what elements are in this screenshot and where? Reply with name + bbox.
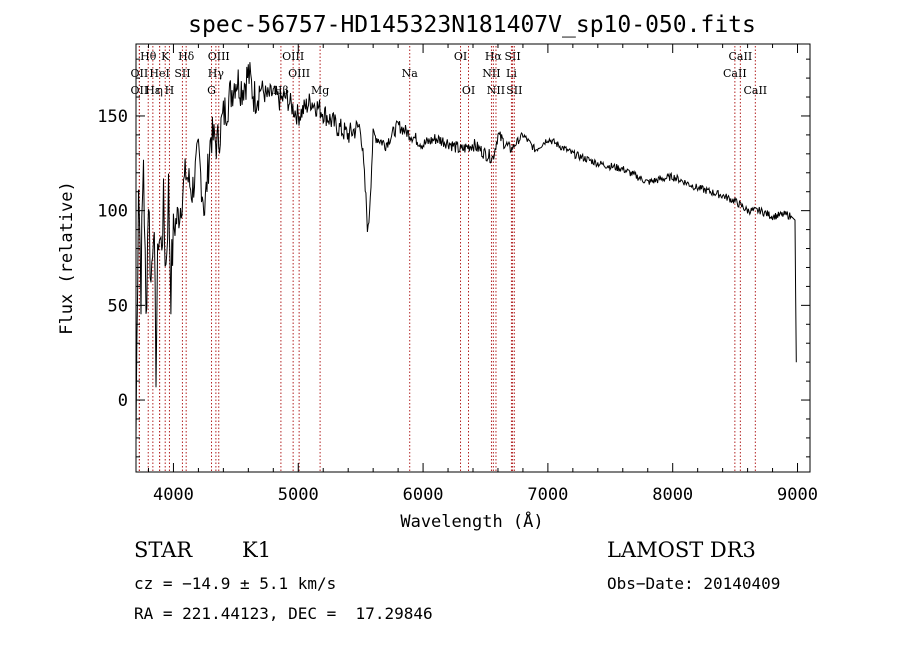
spectral-line-label: CaII — [729, 50, 753, 63]
object-class: STAR — [134, 538, 193, 562]
chart-title: spec-56757-HD145323N181407V_sp10-050.fit… — [188, 12, 756, 38]
redshift-cz: cz = −14.9 ± 5.1 km/s — [134, 574, 337, 593]
spectral-line-label: Na — [402, 67, 419, 80]
spectral-line-label: CaII — [723, 67, 747, 80]
spectral-line-label: H — [165, 84, 175, 97]
spectral-line-label: CaII — [743, 84, 767, 97]
x-tick-label: 5000 — [278, 485, 319, 505]
y-tick-label: 100 — [97, 202, 128, 222]
spectral-line-label: OIII — [208, 50, 230, 63]
spectral-line-label: η — [156, 84, 163, 97]
spectral-line-label: OII — [131, 84, 149, 97]
observation-date: Obs−Date: 20140409 — [607, 574, 781, 593]
y-tick-label: 150 — [97, 107, 128, 127]
x-tick-label: 9000 — [777, 485, 818, 505]
spectral-line-label: OIII — [282, 50, 304, 63]
object-subclass: K1 — [242, 538, 272, 562]
x-tick-label: 7000 — [527, 485, 568, 505]
x-tick-label: 4000 — [153, 485, 194, 505]
spectral-line-label: K — [161, 50, 170, 63]
spectral-line-label: Hε — [145, 84, 161, 97]
spectral-line-label: Hα — [485, 50, 503, 63]
y-tick-label: 50 — [108, 296, 128, 316]
y-tick-label: 0 — [118, 391, 128, 411]
spectrum-chart: spec-56757-HD145323N181407V_sp10-050.fit… — [57, 12, 818, 532]
x-tick-label: 6000 — [403, 485, 444, 505]
spectral-line-label: OI — [454, 50, 467, 63]
spectral-line-label: OIII — [288, 67, 310, 80]
spectral-line-label: NII — [487, 84, 505, 97]
spectral-line-label: Hθ — [140, 50, 157, 63]
spectral-line-label: SII — [174, 67, 190, 80]
x-axis-label: Wavelength (Å) — [400, 510, 543, 532]
y-axis-label: Flux (relative) — [57, 181, 77, 335]
spectral-line-label: HeI — [149, 67, 169, 80]
spectral-line-label: OII — [131, 67, 149, 80]
spectrum-series — [135, 62, 797, 439]
x-tick-label: 8000 — [652, 485, 693, 505]
spectral-line-label: Mg — [311, 84, 329, 97]
survey-name: LAMOST DR3 — [607, 538, 756, 562]
spectral-line-label: OI — [462, 84, 475, 97]
spectrum-line — [135, 62, 797, 439]
coordinates: RA = 221.44123, DEC = 17.29846 — [134, 604, 433, 623]
spectral-line-label: Li — [506, 67, 517, 80]
spectral-line-label: Hγ — [208, 67, 225, 80]
spectral-line-label: SII — [504, 50, 520, 63]
spectral-line-label: G — [207, 84, 216, 97]
x-axis: 4000 5000 6000 7000 8000 9000 — [147, 44, 818, 505]
spectral-line-label: SII — [506, 84, 522, 97]
spectral-line-label: NII — [482, 67, 500, 80]
spectral-line-label: Hδ — [178, 50, 195, 63]
plot-frame — [135, 43, 811, 473]
y-axis: 0 50 100 150 — [97, 58, 810, 458]
